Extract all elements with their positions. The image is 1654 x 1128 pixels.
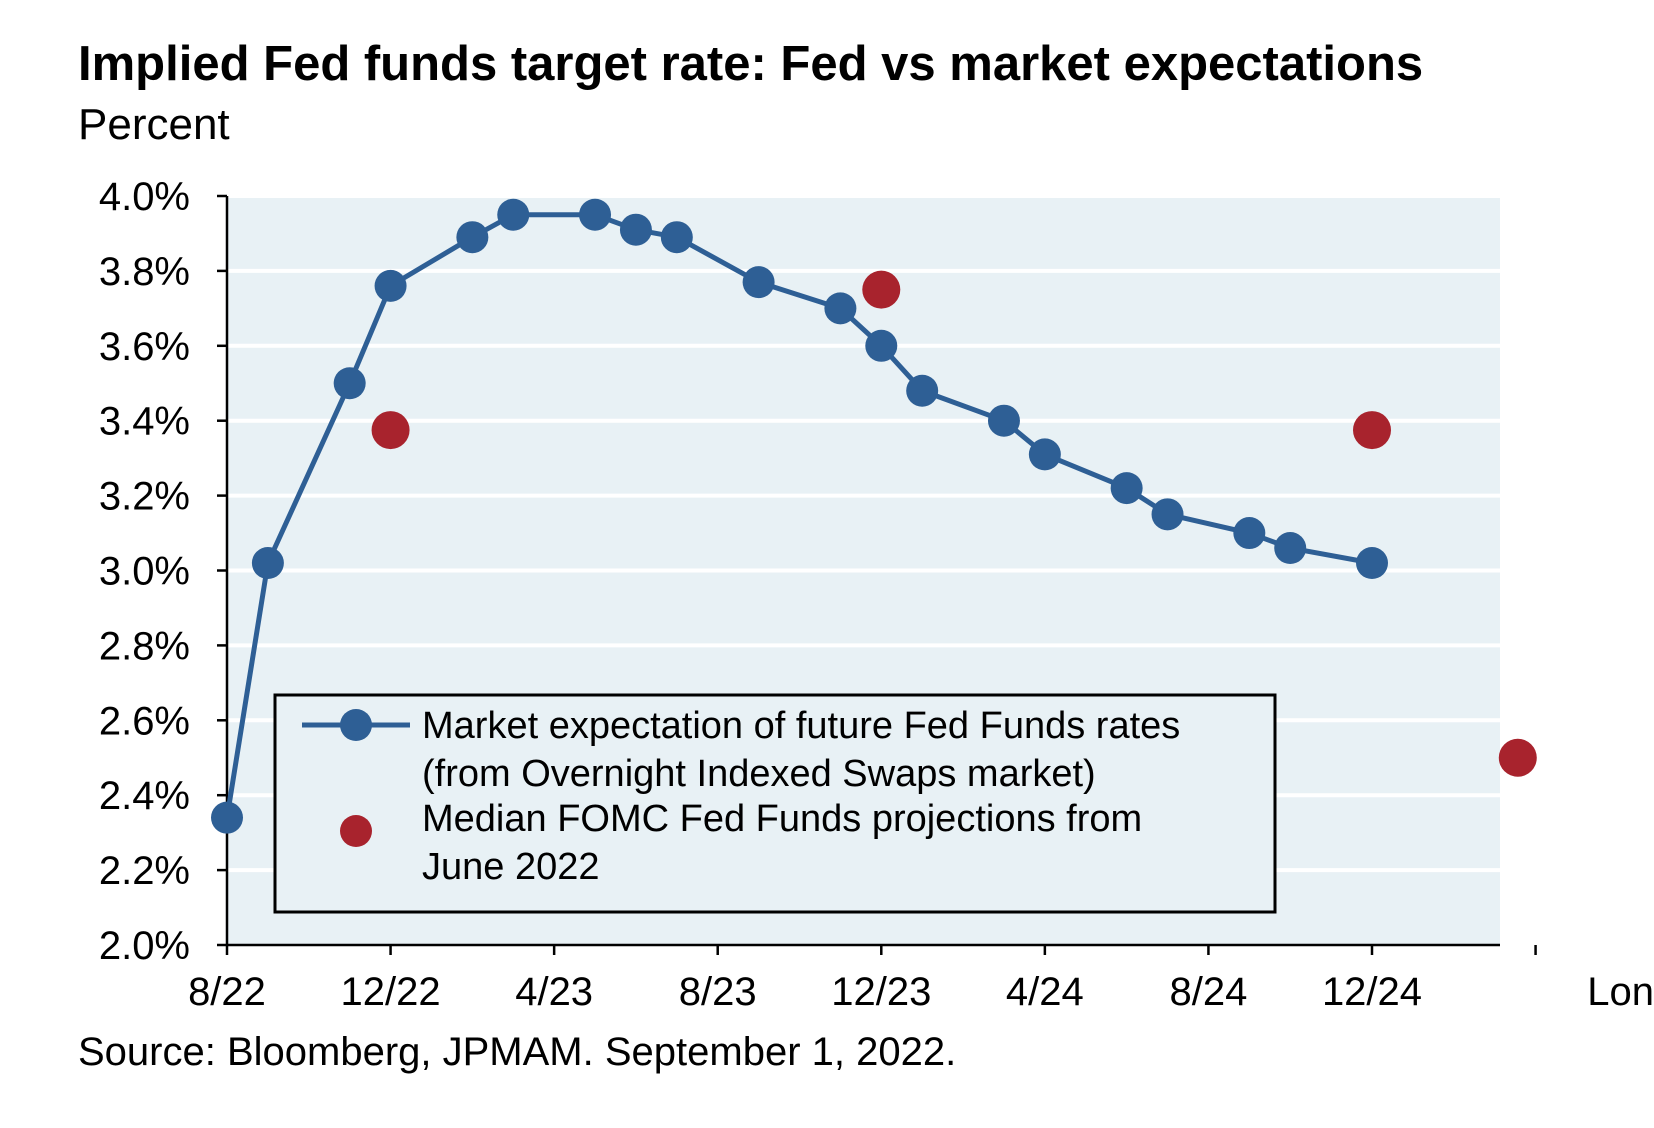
x-tick-label: 12/23 (831, 970, 931, 1014)
y-tick-label: 3.6% (99, 325, 190, 369)
legend: Market expectation of future Fed Funds r… (273, 693, 1277, 914)
x-tick-label: 4/24 (1006, 970, 1084, 1014)
market-expectation-point (456, 221, 489, 254)
x-tick-label: Longer Term (1587, 970, 1654, 1014)
market-expectation-point (1028, 438, 1061, 471)
legend-label: (from Overnight Indexed Swaps market) (422, 753, 1096, 795)
x-tick-label: 8/22 (188, 970, 266, 1014)
market-expectation-point (333, 367, 366, 400)
market-expectation-point (987, 404, 1020, 437)
market-expectation-point (1233, 517, 1266, 550)
x-tick-label: 12/22 (341, 970, 441, 1014)
market-expectation-point (251, 547, 284, 580)
market-expectation-point (211, 801, 243, 834)
legend-label: Market expectation of future Fed Funds r… (422, 705, 1180, 747)
market-expectation-point (619, 213, 652, 246)
x-tick-label: 4/23 (515, 970, 593, 1014)
market-expectation-point (579, 198, 612, 231)
legend-fomc-swatch-marker (340, 815, 372, 847)
fomc-projection-point (862, 270, 901, 309)
x-tick-label: 8/23 (679, 970, 757, 1014)
x-tick-labels: 8/22 12/22 4/23 8/23 12/23 4/24 8/24 12/24 Longe… (188, 970, 1654, 1014)
series (211, 198, 1537, 834)
y-tick-label: 3.8% (99, 250, 190, 294)
legend-label: Median FOMC Fed Funds projections from (422, 798, 1142, 840)
legend-market-swatch-marker (340, 709, 372, 741)
y-tick-label: 2.6% (99, 699, 190, 743)
y-tick-label: 3.0% (99, 550, 190, 594)
market-expectation-point (865, 329, 898, 362)
y-tick-label: 4.0% (99, 175, 190, 219)
market-expectation-point (1151, 498, 1184, 531)
market-expectation-point (906, 374, 939, 407)
y-tick-label: 2.4% (99, 774, 190, 818)
market-expectation-point (1356, 547, 1388, 580)
chart-subtitle: Percent (78, 100, 230, 149)
market-expectation-point (497, 198, 530, 231)
market-expectation-point (824, 292, 857, 325)
source-note: Source: Bloomberg, JPMAM. September 1, 2… (78, 1030, 957, 1074)
fomc-projection-point (1498, 738, 1537, 777)
market-expectation-point (1274, 532, 1307, 565)
x-tick-label: 8/24 (1169, 970, 1247, 1014)
fomc-projection-point (371, 411, 410, 450)
market-expectation-point (1110, 472, 1143, 505)
market-expectation-point (374, 269, 407, 302)
fomc-projection-point (1353, 411, 1391, 450)
y-tick-label: 2.2% (99, 849, 190, 893)
chart-title: Implied Fed funds target rate: Fed vs ma… (78, 37, 1424, 91)
legend-label: June 2022 (422, 846, 600, 888)
y-tick-label: 3.4% (99, 400, 190, 444)
market-expectation-point (742, 266, 775, 299)
legend-box (273, 693, 1277, 914)
y-tick-label: 2.8% (99, 624, 190, 668)
y-tick-label: 2.0% (99, 924, 190, 968)
y-tick-label: 3.2% (99, 475, 190, 519)
market-expectation-point (660, 221, 693, 254)
x-tick-label: 12/24 (1322, 970, 1422, 1014)
y-tick-labels: 2.0% 2.2% 2.4% 2.6% 2.8% 3.0% 3.2% 3.4% 3.6% 3.8%… (99, 175, 190, 968)
